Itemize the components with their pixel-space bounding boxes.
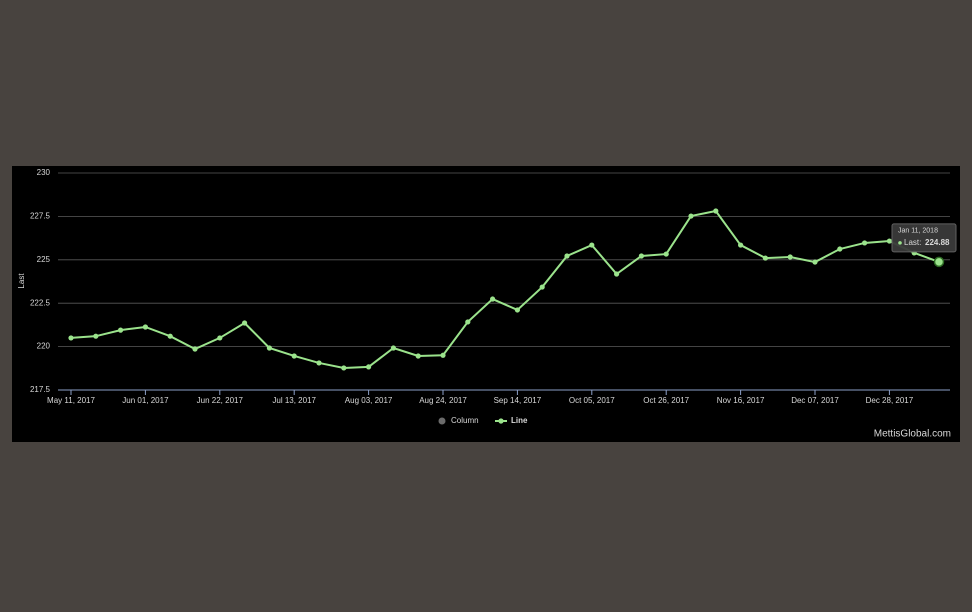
data-point xyxy=(142,324,148,330)
data-point xyxy=(614,271,620,277)
legend-label[interactable]: Column xyxy=(451,416,479,425)
tooltip-label: Last: xyxy=(904,238,921,247)
data-point xyxy=(316,360,322,366)
data-point xyxy=(366,364,372,370)
x-tick-label: Jul 13, 2017 xyxy=(272,396,316,405)
x-tick-label: Jun 01, 2017 xyxy=(122,396,169,405)
y-tick-label: 222.5 xyxy=(30,298,51,307)
y-tick-label: 230 xyxy=(37,168,51,177)
x-tick-label: Aug 03, 2017 xyxy=(345,396,393,405)
x-tick-label: Dec 07, 2017 xyxy=(791,396,839,405)
data-point xyxy=(390,345,396,351)
legend-label[interactable]: Line xyxy=(511,416,528,425)
data-point xyxy=(638,253,645,259)
data-point xyxy=(762,255,769,261)
tooltip-box xyxy=(891,223,957,253)
data-point xyxy=(837,246,843,252)
y-tick-label: 220 xyxy=(37,342,51,351)
tooltip: Jan 11, 2018 Last: 224.88 xyxy=(891,223,957,253)
data-point xyxy=(266,345,272,351)
data-point xyxy=(341,365,347,371)
data-point xyxy=(787,254,793,260)
data-point xyxy=(738,242,744,248)
data-point xyxy=(886,238,893,244)
data-point xyxy=(167,333,173,339)
data-point xyxy=(514,307,521,313)
data-point xyxy=(242,320,248,326)
data-point xyxy=(118,327,124,333)
data-point xyxy=(589,242,595,248)
x-tick-label: Aug 24, 2017 xyxy=(419,396,467,405)
x-tick-label: May 11, 2017 xyxy=(47,396,95,405)
tooltip-value: 224.88 xyxy=(925,238,950,247)
data-point xyxy=(440,352,446,358)
data-point xyxy=(415,353,421,359)
series-line xyxy=(70,209,940,369)
data-point xyxy=(564,253,570,259)
data-point xyxy=(688,213,694,219)
credits[interactable]: MettisGlobal.com xyxy=(874,429,951,440)
x-tick-label: Sep 14, 2017 xyxy=(494,396,542,405)
legend-marker xyxy=(498,418,504,424)
data-point xyxy=(291,353,297,359)
x-tick-label: Jun 22, 2017 xyxy=(197,396,244,405)
data-point xyxy=(933,256,945,268)
data-point xyxy=(663,251,669,257)
tooltip-marker xyxy=(898,241,902,245)
x-tick-label: Oct 05, 2017 xyxy=(569,396,615,405)
data-point xyxy=(192,346,198,352)
data-point xyxy=(68,335,74,341)
data-point xyxy=(539,284,545,290)
x-tick-label: Nov 16, 2017 xyxy=(717,396,765,405)
data-point xyxy=(217,335,223,341)
y-tick-label: 227.5 xyxy=(30,212,51,221)
data-point xyxy=(812,259,818,265)
data-point xyxy=(713,208,719,214)
x-tick-label: Oct 26, 2017 xyxy=(643,396,689,405)
data-point xyxy=(93,333,99,339)
y-tick-label: 217.5 xyxy=(30,385,51,394)
legend-marker[interactable] xyxy=(438,417,446,425)
data-point xyxy=(862,240,868,246)
y-axis-label: Last xyxy=(17,273,26,289)
tooltip-date: Jan 11, 2018 xyxy=(898,228,938,235)
x-tick-label: Dec 28, 2017 xyxy=(866,396,914,405)
y-tick-label: 225 xyxy=(37,255,51,264)
data-point xyxy=(465,319,471,325)
data-point xyxy=(490,296,496,302)
